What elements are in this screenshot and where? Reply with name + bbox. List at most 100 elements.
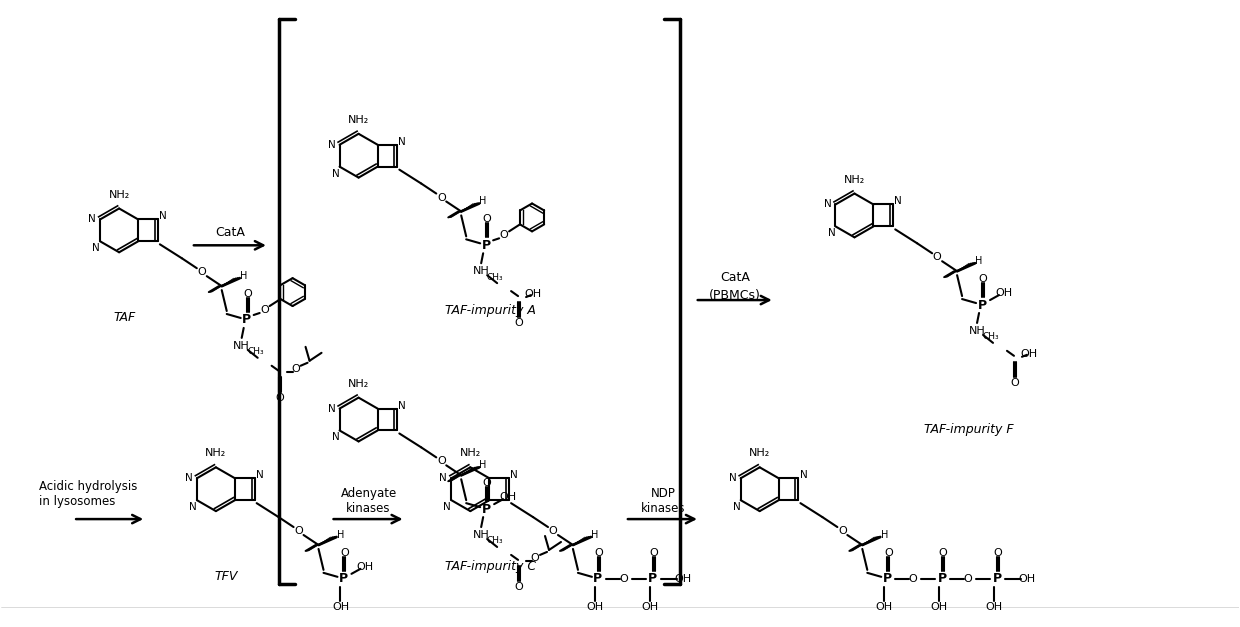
Text: OH: OH (357, 562, 374, 572)
Text: O: O (243, 289, 252, 299)
Text: P: P (481, 503, 491, 515)
Text: O: O (993, 548, 1002, 558)
Text: NH: NH (472, 530, 490, 540)
Text: NH: NH (968, 326, 986, 336)
Text: N: N (255, 470, 264, 480)
Text: P: P (992, 572, 1002, 586)
Text: OH: OH (1021, 349, 1038, 359)
Text: H: H (480, 460, 487, 470)
Text: N: N (894, 196, 903, 206)
Text: P: P (242, 314, 252, 327)
Text: N: N (185, 473, 192, 483)
Text: NH: NH (233, 341, 250, 351)
Text: P: P (481, 239, 491, 252)
Text: OH: OH (500, 492, 517, 502)
Text: O: O (294, 526, 303, 536)
Text: H: H (976, 256, 983, 266)
Text: TAF-impurity C: TAF-impurity C (445, 561, 536, 573)
Text: P: P (593, 572, 603, 586)
Text: P: P (883, 572, 892, 586)
Text: N: N (800, 470, 807, 480)
Text: TAF-impurity A: TAF-impurity A (445, 303, 536, 317)
Text: OH: OH (875, 602, 893, 612)
Text: CH₃: CH₃ (487, 273, 503, 282)
Text: OH: OH (641, 602, 658, 612)
Text: NH₂: NH₂ (749, 448, 770, 458)
Text: O: O (291, 364, 300, 374)
Text: H: H (591, 530, 599, 540)
Text: NH₂: NH₂ (460, 448, 481, 458)
Text: N: N (332, 433, 340, 443)
Text: N: N (88, 214, 95, 224)
Text: Acidic hydrolysis
in lysosomes: Acidic hydrolysis in lysosomes (40, 480, 138, 508)
Text: N: N (398, 137, 407, 147)
Text: OH: OH (986, 602, 1003, 612)
Text: N: N (332, 169, 340, 179)
Text: O: O (939, 548, 947, 558)
Text: O: O (197, 267, 206, 277)
Text: O: O (436, 456, 445, 466)
Text: O: O (1011, 377, 1019, 387)
Text: CatA: CatA (215, 226, 244, 239)
Text: N: N (398, 401, 407, 411)
Text: O: O (515, 582, 523, 592)
Text: O: O (909, 574, 918, 584)
Text: O: O (838, 526, 847, 536)
Text: P: P (649, 572, 657, 586)
Text: OH: OH (525, 289, 542, 299)
Text: N: N (439, 473, 448, 483)
Text: O: O (594, 548, 604, 558)
Text: O: O (260, 305, 269, 315)
Text: H: H (880, 530, 888, 540)
Text: NH: NH (472, 266, 490, 276)
Text: O: O (620, 574, 629, 584)
Text: N: N (92, 243, 100, 253)
Text: NH₂: NH₂ (206, 448, 227, 458)
Text: O: O (436, 192, 445, 203)
Text: P: P (937, 572, 946, 586)
Text: (PBMCs): (PBMCs) (709, 288, 760, 302)
Text: N: N (444, 502, 451, 512)
Text: OH: OH (930, 602, 947, 612)
Text: O: O (963, 574, 972, 584)
Text: H: H (480, 196, 487, 206)
Text: O: O (884, 548, 893, 558)
Text: O: O (531, 553, 539, 563)
Text: O: O (500, 230, 508, 240)
Text: N: N (327, 140, 336, 150)
Text: N: N (510, 470, 518, 480)
Text: P: P (339, 572, 348, 586)
Text: CH₃: CH₃ (983, 332, 999, 341)
Text: CH₃: CH₃ (247, 347, 264, 356)
Text: NH₂: NH₂ (348, 379, 370, 389)
Text: TFV: TFV (215, 571, 238, 583)
Text: O: O (275, 393, 284, 403)
Text: TAF-impurity F: TAF-impurity F (924, 423, 1014, 436)
Text: O: O (978, 274, 987, 284)
Text: N: N (729, 473, 737, 483)
Text: O: O (548, 526, 557, 536)
Text: NH₂: NH₂ (844, 174, 866, 184)
Text: O: O (482, 478, 491, 488)
Text: O: O (515, 318, 523, 328)
Text: H: H (337, 530, 345, 540)
Text: P: P (977, 298, 987, 312)
Text: OH: OH (1018, 574, 1035, 584)
Text: O: O (650, 548, 658, 558)
Text: N: N (823, 199, 831, 209)
Text: OH: OH (332, 602, 348, 612)
Text: OH: OH (675, 574, 691, 584)
Text: O: O (932, 252, 941, 262)
Text: CatA: CatA (719, 271, 750, 283)
Text: TAF: TAF (113, 312, 135, 325)
Text: NH₂: NH₂ (108, 189, 130, 199)
Text: N: N (827, 228, 836, 238)
Text: CH₃: CH₃ (487, 537, 503, 545)
Text: H: H (241, 271, 248, 281)
Text: N: N (733, 502, 740, 512)
Text: NDP
kinases: NDP kinases (641, 487, 686, 515)
Text: N: N (327, 404, 336, 414)
Text: OH: OH (587, 602, 604, 612)
Text: O: O (340, 548, 348, 558)
Text: N: N (159, 211, 166, 221)
